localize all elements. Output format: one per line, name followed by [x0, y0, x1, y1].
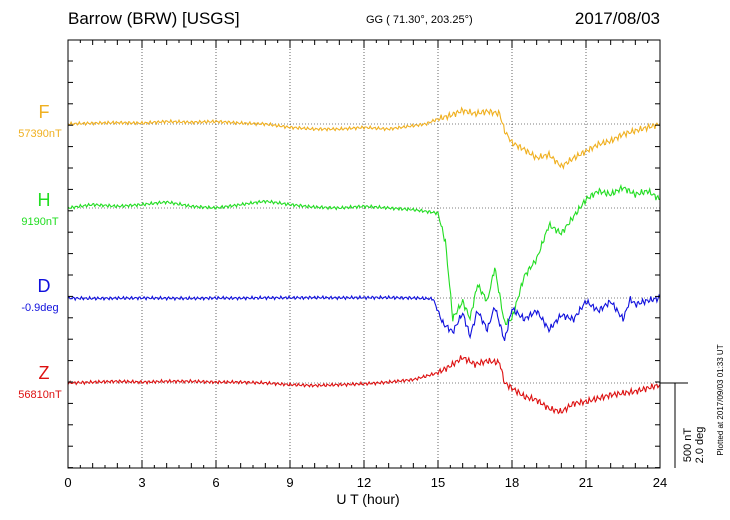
x-tick-labels: 0 3 6 9 12 15 18 21 24: [64, 475, 667, 490]
plotted-note: Plotted at 2017/09/03 01:33 UT: [716, 344, 725, 455]
x-axis-label: U T (hour): [336, 491, 399, 507]
series-baseline-z: 56810nT: [18, 389, 62, 401]
scale-bar: 500 nT 2.0 deg: [660, 382, 706, 468]
series-line-z: [67, 355, 661, 415]
series-name-z: Z: [39, 363, 50, 383]
series-baseline-d: -0.9deg: [21, 302, 58, 314]
axis-ticks: [67, 40, 661, 469]
series-labels: F 57390nT H 9190nT D -0.9deg Z 56810nT: [18, 102, 62, 401]
station-coordinates: GG ( 71.30°, 203.25°): [366, 14, 473, 26]
x-tick-label: 18: [505, 475, 519, 490]
x-tick-label: 15: [431, 475, 445, 490]
scale-bar-nt: 500 nT: [682, 428, 694, 463]
x-tick-label: 12: [357, 475, 371, 490]
series-line-f: [67, 106, 661, 171]
x-tick-label: 24: [653, 475, 667, 490]
series-name-f: F: [39, 102, 50, 122]
series-name-d: D: [38, 276, 51, 296]
series-line-d: [67, 293, 661, 341]
chart-title: Barrow (BRW) [USGS]: [68, 9, 240, 28]
chart-date: 2017/08/03: [574, 9, 660, 28]
series-lines: [67, 106, 661, 415]
scale-bar-deg: 2.0 deg: [694, 427, 706, 464]
grid-lines: [68, 40, 660, 468]
series-baseline-f: 57390nT: [18, 128, 62, 140]
x-tick-label: 0: [64, 475, 71, 490]
x-tick-label: 6: [212, 475, 219, 490]
x-tick-label: 21: [579, 475, 593, 490]
x-tick-label: 3: [138, 475, 145, 490]
series-baseline-h: 9190nT: [21, 216, 59, 228]
x-tick-label: 9: [286, 475, 293, 490]
series-name-h: H: [38, 190, 51, 210]
series-line-h: [67, 183, 660, 326]
